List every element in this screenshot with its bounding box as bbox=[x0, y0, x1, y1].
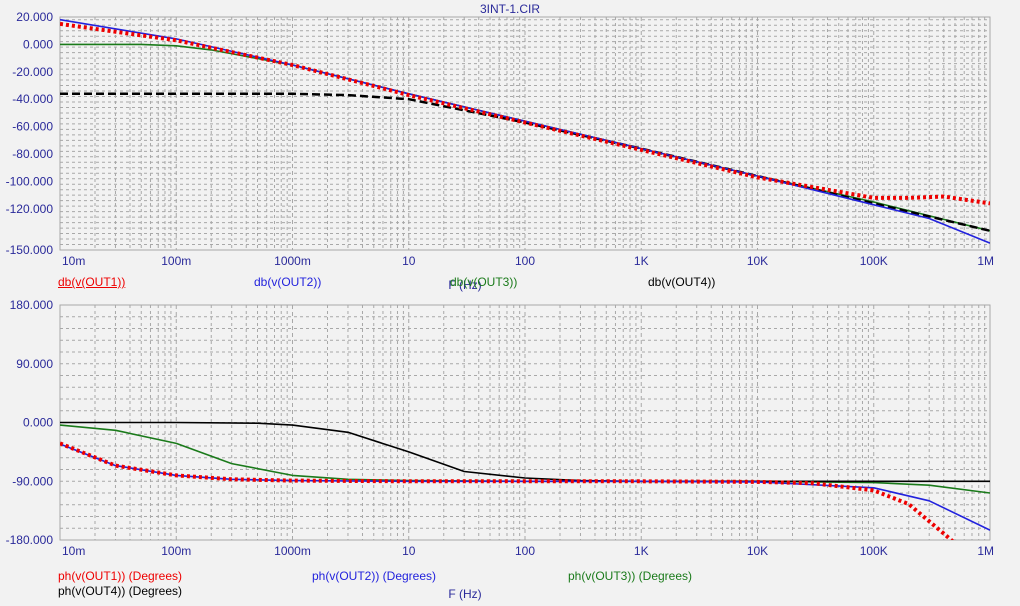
x-tick-label: 1M bbox=[977, 254, 994, 268]
legend-out2: ph(v(OUT2)) (Degrees) bbox=[312, 569, 437, 583]
x-tick-label: 100 bbox=[515, 254, 535, 268]
y-tick-label: 20.000 bbox=[16, 10, 53, 24]
series-line-out2 bbox=[60, 443, 990, 531]
x-tick-label: 100m bbox=[161, 254, 191, 268]
y-tick-label: -100.000 bbox=[6, 174, 54, 188]
legend-out4: ph(v(OUT4)) (Degrees) bbox=[58, 584, 183, 598]
x-tick-label: 100m bbox=[161, 544, 191, 558]
y-tick-label: -80.000 bbox=[12, 147, 53, 161]
x-tick-label: 1000m bbox=[274, 254, 311, 268]
y-tick-label: 180.000 bbox=[10, 298, 54, 312]
chart-panel-2: 180.000 90.000 0.000 -90.000 -180.000 10m 100m… bbox=[6, 298, 994, 601]
x-tick-label: 100K bbox=[860, 254, 888, 268]
legend-out1: ph(v(OUT1)) (Degrees) bbox=[58, 569, 183, 583]
x-tick-label: 10 bbox=[402, 544, 416, 558]
y-tick-label: -20.000 bbox=[12, 65, 53, 79]
y-tick-label: 0.000 bbox=[23, 416, 53, 430]
x-tick-label: 1K bbox=[634, 544, 649, 558]
series-line-out1 bbox=[60, 21, 990, 206]
x-tick-label: 1000m bbox=[274, 544, 311, 558]
legend-out2: db(v(OUT2)) bbox=[254, 275, 322, 289]
legend-out3: db(v(OUT3)) bbox=[450, 275, 518, 289]
x-axis-label: F (Hz) bbox=[448, 587, 481, 601]
x-tick-label: 10m bbox=[62, 544, 85, 558]
x-tick-label: 10K bbox=[747, 544, 768, 558]
x-axis-label: F (Hz) bbox=[448, 278, 481, 292]
y-tick-label: -120.000 bbox=[6, 202, 54, 216]
legend-out4: db(v(OUT4)) bbox=[648, 275, 716, 289]
x-tick-label: 10 bbox=[402, 254, 416, 268]
x-tick-label: 10K bbox=[747, 254, 768, 268]
y-tick-label: 0.000 bbox=[23, 37, 53, 51]
x-tick-label: 1M bbox=[977, 544, 994, 558]
series-line-out4 bbox=[60, 92, 990, 233]
x-tick-label: 10m bbox=[62, 254, 85, 268]
y-tick-label: -60.000 bbox=[12, 120, 53, 134]
legend-out1: db(v(OUT1)) bbox=[58, 275, 126, 289]
y-tick-label: -90.000 bbox=[12, 474, 53, 488]
y-tick-label: -180.000 bbox=[6, 533, 54, 547]
x-tick-label: 100K bbox=[860, 544, 888, 558]
chart-panel-1: 20.000 0.000 -20.000 -40.000 -60.000 -80.000 -… bbox=[6, 10, 994, 292]
y-tick-label: -150.000 bbox=[6, 243, 54, 257]
series-line-out1 bbox=[60, 441, 955, 540]
legend-out3: ph(v(OUT3)) (Degrees) bbox=[568, 569, 693, 583]
window-title: 3INT-1.CIR bbox=[479, 2, 540, 16]
x-tick-label: 1K bbox=[634, 254, 649, 268]
x-tick-label: 100 bbox=[515, 544, 535, 558]
y-tick-label: -40.000 bbox=[12, 92, 53, 106]
y-tick-label: 90.000 bbox=[16, 357, 53, 371]
